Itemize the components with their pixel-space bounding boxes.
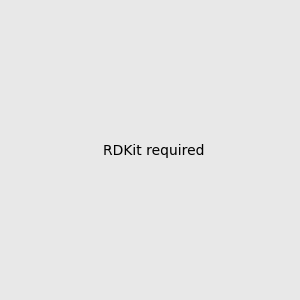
Text: RDKit required: RDKit required bbox=[103, 145, 205, 158]
